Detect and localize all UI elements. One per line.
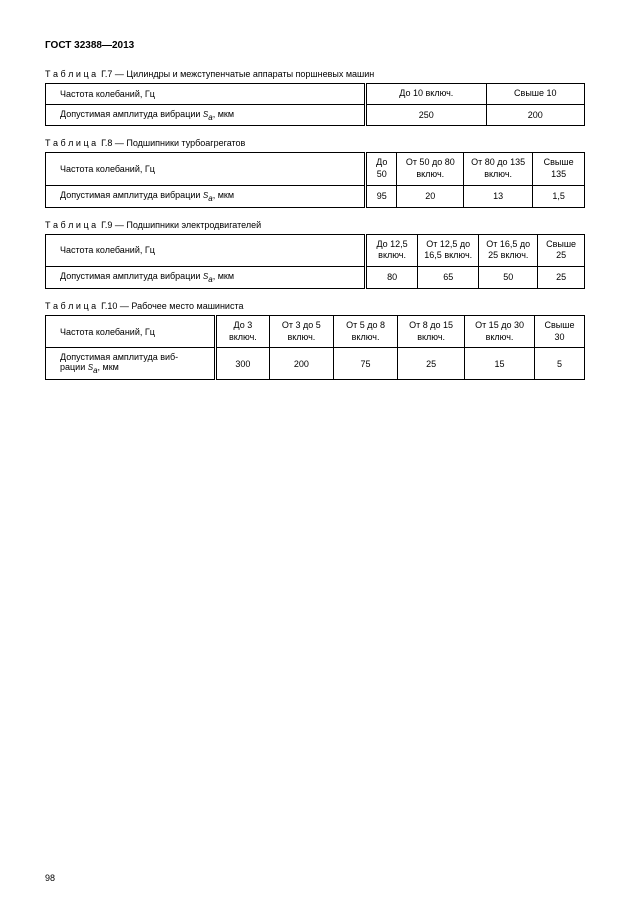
value-cell: 95 <box>366 185 397 207</box>
table-g8-caption: Т а б л и ц а Г.8 — Подшипники турбоагре… <box>45 138 585 148</box>
amp-label-cell: Допустимая амплитуда вибрации Sa, мкм <box>46 267 366 289</box>
freq-label-cell: Частота колебаний, Гц <box>46 234 366 266</box>
column-header: От 16,5 до 25 включ. <box>479 234 538 266</box>
table-g10-caption: Т а б л и ц а Г.10 — Рабочее место машин… <box>45 301 585 311</box>
caption-word: Т а б л и ц а <box>45 138 96 148</box>
value-cell: 15 <box>465 348 535 380</box>
freq-label-cell: Частота колебаний, Гц <box>46 84 366 105</box>
column-header: От 5 до 8 включ. <box>333 315 397 347</box>
value-cell: 250 <box>366 104 487 126</box>
value-cell: 80 <box>366 267 418 289</box>
table-g9-caption: Т а б л и ц а Г.9 — Подшипники электродв… <box>45 220 585 230</box>
caption-num: Г.7 <box>101 69 112 79</box>
table-g10: Частота колебаний, ГцДо 3 включ.От 3 до … <box>45 315 585 380</box>
table-g7: Частота колебаний, ГцДо 10 включ.Свыше 1… <box>45 83 585 126</box>
table-g8: Частота колебаний, ГцДо 50От 50 до 80 вк… <box>45 152 585 207</box>
caption-num: Г.8 <box>101 138 112 148</box>
caption-num: Г.10 <box>101 301 117 311</box>
column-header: От 50 до 80 включ. <box>397 153 464 185</box>
column-header: Свыше 135 <box>533 153 585 185</box>
column-header: От 15 до 30 включ. <box>465 315 535 347</box>
amp-label-cell: Допустимая амплитуда вибрации Sa, мкм <box>46 104 366 126</box>
page-number: 98 <box>45 873 55 883</box>
column-header: До 12,5 включ. <box>366 234 418 266</box>
value-cell: 13 <box>464 185 533 207</box>
value-cell: 20 <box>397 185 464 207</box>
value-cell: 25 <box>398 348 465 380</box>
doc-header: ГОСТ 32388—2013 <box>45 40 585 51</box>
column-header: От 8 до 15 включ. <box>398 315 465 347</box>
value-cell: 200 <box>269 348 333 380</box>
caption-word: Т а б л и ц а <box>45 220 96 230</box>
value-cell: 65 <box>418 267 479 289</box>
value-cell: 5 <box>534 348 584 380</box>
caption-title: — Цилиндры и межступенчатые аппараты пор… <box>112 69 374 79</box>
table-g7-caption: Т а б л и ц а Г.7 — Цилиндры и межступен… <box>45 69 585 79</box>
caption-word: Т а б л и ц а <box>45 301 96 311</box>
value-cell: 25 <box>538 267 585 289</box>
caption-title: — Рабочее место машиниста <box>117 301 243 311</box>
freq-label-cell: Частота колебаний, Гц <box>46 153 366 185</box>
caption-title: — Подшипники электродвигателей <box>112 220 261 230</box>
column-header: До 3 включ. <box>216 315 270 347</box>
caption-word: Т а б л и ц а <box>45 69 96 79</box>
value-cell: 50 <box>479 267 538 289</box>
column-header: Свыше 10 <box>486 84 584 105</box>
value-cell: 75 <box>333 348 397 380</box>
freq-label-cell: Частота колебаний, Гц <box>46 315 216 347</box>
table-g9: Частота колебаний, ГцДо 12,5 включ.От 12… <box>45 234 585 289</box>
value-cell: 300 <box>216 348 270 380</box>
value-cell: 200 <box>486 104 584 126</box>
amp-label-cell: Допустимая амплитуда виб-рации Sa, мкм <box>46 348 216 380</box>
column-header: До 10 включ. <box>366 84 487 105</box>
amp-label-cell: Допустимая амплитуда вибрации Sa, мкм <box>46 185 366 207</box>
column-header: От 80 до 135 включ. <box>464 153 533 185</box>
caption-num: Г.9 <box>101 220 112 230</box>
column-header: Свыше 30 <box>534 315 584 347</box>
caption-title: — Подшипники турбоагрегатов <box>112 138 245 148</box>
value-cell: 1,5 <box>533 185 585 207</box>
column-header: От 3 до 5 включ. <box>269 315 333 347</box>
column-header: До 50 <box>366 153 397 185</box>
column-header: От 12,5 до 16,5 включ. <box>418 234 479 266</box>
column-header: Свыше 25 <box>538 234 585 266</box>
